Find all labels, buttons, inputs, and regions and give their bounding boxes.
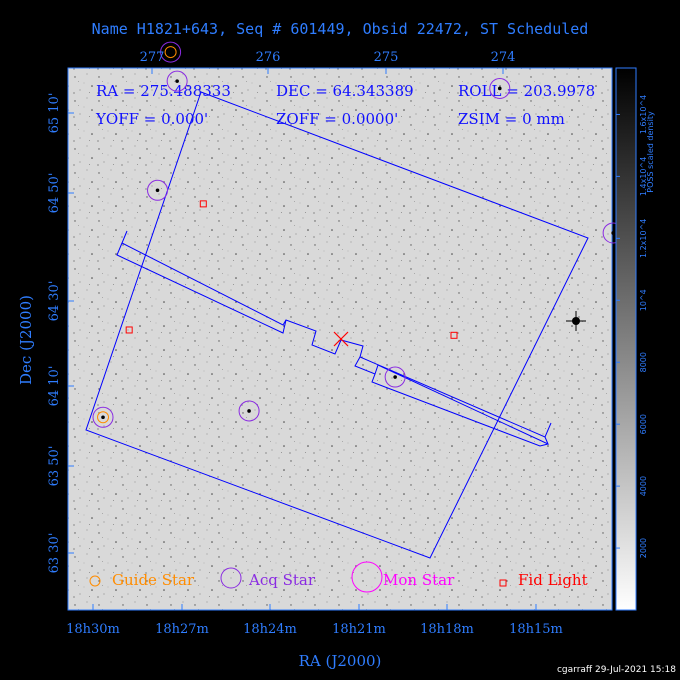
info-block: RA = 275.488333 DEC = 64.343389 ROLL = 2…: [95, 82, 595, 128]
acq-star-marker: [92, 406, 114, 428]
info-zoff: ZOFF = 0.0000': [276, 110, 398, 128]
legend-acq-icon: [220, 567, 242, 589]
target-layer: [333, 331, 349, 347]
acq-star-marker: [384, 366, 406, 388]
x-bottom-tick-label: 18h30m: [66, 622, 120, 637]
colorbar-tick-label: 1.2x10^4: [639, 219, 648, 258]
legend-fid-label: Fid Light: [518, 571, 588, 589]
info-yoff: YOFF = 0.000': [95, 110, 208, 128]
y-tick-label: 63 30': [47, 533, 62, 574]
guide-star-layer: [97, 46, 177, 424]
star-dot: [497, 86, 502, 91]
star-dot: [611, 231, 615, 235]
y-axis-title: Dec (J2000): [17, 295, 35, 385]
y-tick-label: 65 10': [47, 93, 62, 134]
y-tick-label: 63 50': [47, 446, 62, 487]
star-dot: [175, 79, 179, 83]
strip-box-bottom: [371, 373, 549, 447]
plot-frame: [67, 67, 613, 611]
info-dec: DEC = 64.343389: [276, 82, 414, 100]
colorbar-tick-label: 10^4: [639, 289, 648, 311]
colorbar-tick-label: 6000: [639, 414, 648, 434]
acq-star-marker: [147, 179, 169, 201]
x-top-tick-label: 276: [256, 50, 281, 65]
info-roll: ROLL = 203.9978: [458, 82, 595, 100]
y-tick-label: 64 10': [47, 366, 62, 407]
star-dot: [247, 409, 251, 413]
x-top-tick-label: 274: [491, 50, 516, 65]
colorbar-tick-label: 4000: [639, 476, 648, 496]
strip-upper: [121, 230, 552, 438]
bright-star: [566, 311, 586, 331]
info-ra: RA = 275.488333: [96, 82, 231, 100]
strip-lower-2: [354, 356, 379, 375]
acq-star-marker: [238, 400, 260, 422]
sky-image: [68, 68, 612, 610]
colorbar-tick-label: 1.4x10^4: [639, 157, 648, 196]
x-axis-title: RA (J2000): [299, 652, 382, 670]
field-outline: [85, 91, 589, 559]
star-dot: [393, 375, 397, 379]
legend-guide-label: Guide Star: [112, 571, 195, 589]
fid-light-marker: [450, 331, 458, 339]
x-bottom-tick-label: 18h18m: [420, 622, 474, 637]
footer-stamp: cgarraff 29-Jul-2021 15:18: [557, 665, 676, 675]
legend-mon-icon: [351, 561, 383, 593]
target-marker-stroke: [333, 331, 349, 347]
fid-light-marker: [125, 326, 133, 334]
colorbar-tick-label: 8000: [639, 352, 648, 372]
colorbar-tick-label: 2000: [639, 538, 648, 558]
y-tick-label: 64 30': [47, 281, 62, 322]
y-tick-label: 64 50': [47, 173, 62, 214]
colorbar-ticks: 2000 4000 6000 8000 10^4 1.2x10^4 1.4x10^4 1.6x…: [616, 95, 648, 558]
fid-light-marker: [199, 200, 207, 208]
acq-star-marker: [489, 77, 511, 99]
star-dot: [168, 50, 173, 54]
legend-guide-icon: [89, 575, 101, 587]
acq-star-marker: [160, 41, 182, 63]
colorbar: [615, 67, 637, 611]
guide-star-marker: [97, 411, 110, 424]
star-dot: [101, 415, 105, 420]
legend: Guide Star Acq Star Mon Star Fid Light: [89, 561, 588, 593]
legend-fid-icon: [499, 579, 507, 587]
colorbar-label: POSS scaled density: [646, 111, 655, 193]
fid-light-layer: [125, 200, 458, 339]
chart-title: Name H1821+643, Seq # 601449, Obsid 2247…: [92, 20, 589, 38]
x-bottom-tick-label: 18h24m: [243, 622, 297, 637]
star-dot: [155, 188, 160, 193]
info-zsim: ZSIM = 0 mm: [458, 110, 565, 128]
colorbar-tick-label: 1.6x10^4: [639, 95, 648, 134]
x-top-tick-label: 275: [374, 50, 399, 65]
x-bottom-tick-label: 18h21m: [332, 622, 386, 637]
strip-lower: [116, 242, 287, 334]
x-bottom-tick-label: 18h27m: [155, 622, 209, 637]
guide-star-marker: [164, 46, 177, 59]
axes: 277 276 275 274 18h30m 18h27m 18h24m 18h21m 18h1…: [47, 50, 563, 637]
legend-mon-label: Mon Star: [383, 571, 455, 589]
x-bottom-tick-label: 18h15m: [509, 622, 563, 637]
x-top-tick-label: 277: [140, 50, 165, 65]
legend-acq-label: Acq Star: [248, 571, 316, 589]
acq-star-marker: [166, 70, 188, 92]
